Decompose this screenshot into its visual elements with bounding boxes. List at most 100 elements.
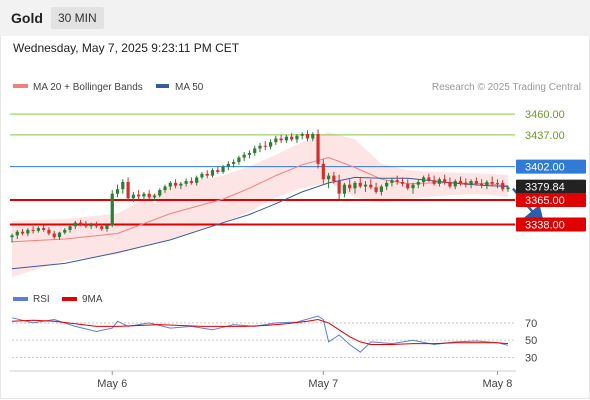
candle-body bbox=[337, 181, 341, 194]
level-badge-3338-00 bbox=[516, 217, 586, 232]
candle bbox=[495, 179, 500, 189]
candle-body bbox=[311, 134, 315, 139]
candle-body bbox=[205, 173, 209, 176]
candle bbox=[284, 134, 288, 144]
candle-body bbox=[57, 232, 62, 238]
header-bar: Gold 30 MIN bbox=[0, 0, 590, 36]
candle bbox=[179, 181, 183, 190]
candle bbox=[168, 181, 172, 191]
candle bbox=[31, 226, 35, 234]
candle bbox=[305, 130, 310, 142]
candle-body bbox=[163, 186, 167, 191]
candle-body bbox=[147, 193, 151, 198]
candle-body bbox=[348, 184, 352, 189]
timeframe-badge[interactable]: 30 MIN bbox=[51, 7, 104, 29]
candle-body bbox=[363, 184, 368, 187]
candle bbox=[427, 173, 431, 182]
candle-body bbox=[390, 180, 394, 183]
candle bbox=[195, 175, 199, 186]
candle-body bbox=[253, 148, 257, 153]
candle bbox=[163, 184, 167, 193]
candle-body bbox=[31, 229, 35, 231]
candle-body bbox=[15, 231, 19, 236]
candle bbox=[416, 179, 420, 189]
ma20-legend-swatch bbox=[13, 84, 28, 88]
candle-body bbox=[443, 179, 447, 182]
candle-body bbox=[506, 187, 510, 190]
candle-body bbox=[115, 189, 120, 194]
candle-body bbox=[137, 194, 141, 197]
level-badge-3365-00 bbox=[516, 193, 586, 208]
candle bbox=[501, 180, 505, 191]
candle bbox=[100, 223, 104, 231]
candle bbox=[68, 224, 72, 233]
bollinger-band bbox=[12, 132, 508, 277]
x-tick-label: May 8 bbox=[482, 378, 512, 390]
candle bbox=[411, 182, 415, 194]
candle-body bbox=[385, 182, 389, 187]
candle bbox=[158, 188, 162, 198]
candle-body bbox=[110, 193, 114, 226]
candle-body bbox=[358, 182, 362, 187]
candle-body bbox=[369, 184, 373, 188]
candle bbox=[358, 177, 362, 189]
candle-body bbox=[279, 138, 283, 141]
candle bbox=[152, 193, 157, 201]
candle bbox=[147, 190, 151, 200]
candle-body bbox=[274, 138, 278, 143]
ma50-legend-label: MA 50 bbox=[175, 82, 204, 93]
candle bbox=[10, 233, 14, 243]
candle-body bbox=[258, 145, 262, 149]
x-tick-label: May 7 bbox=[308, 378, 338, 390]
candle bbox=[94, 221, 99, 229]
candle-body bbox=[316, 134, 320, 164]
moving-averages bbox=[11, 156, 509, 270]
candle-body bbox=[52, 233, 56, 238]
candle-body bbox=[226, 163, 230, 167]
candle bbox=[390, 177, 394, 187]
candle-body bbox=[469, 181, 473, 185]
candle-body bbox=[305, 134, 310, 139]
candle-body bbox=[184, 181, 188, 184]
candle bbox=[36, 226, 40, 233]
candle-body bbox=[78, 222, 83, 225]
candlesticks bbox=[10, 129, 510, 243]
ma50-legend-swatch bbox=[156, 84, 169, 88]
candle bbox=[453, 179, 457, 190]
candle-body bbox=[485, 181, 489, 186]
candle bbox=[131, 191, 135, 202]
candle bbox=[137, 190, 141, 200]
candle bbox=[400, 177, 405, 187]
price-legend: MA 20 + Bollinger Bands MA 50 Research ©… bbox=[13, 82, 581, 93]
candle bbox=[15, 229, 19, 239]
candle-body bbox=[421, 177, 426, 182]
candle bbox=[311, 132, 315, 142]
candle bbox=[385, 180, 389, 191]
candle bbox=[437, 177, 442, 187]
candle-body bbox=[416, 181, 420, 185]
candle bbox=[173, 179, 178, 189]
candle bbox=[42, 225, 46, 232]
candle bbox=[263, 141, 267, 151]
candle-body bbox=[495, 182, 500, 184]
candle-body bbox=[480, 183, 484, 186]
candle-body bbox=[126, 181, 130, 199]
candle-body bbox=[432, 180, 436, 184]
candle bbox=[448, 177, 452, 189]
candle bbox=[432, 175, 436, 186]
candle-body bbox=[490, 181, 494, 184]
candle bbox=[348, 179, 352, 192]
candle bbox=[268, 139, 273, 150]
rsi-series-9ma-line bbox=[11, 318, 509, 345]
candle-body bbox=[474, 181, 478, 184]
candle bbox=[369, 179, 373, 190]
candle bbox=[242, 152, 246, 162]
candle-body bbox=[158, 190, 162, 196]
candle-body bbox=[374, 187, 378, 192]
candle-body bbox=[200, 173, 204, 178]
candle bbox=[52, 230, 56, 239]
candle-body bbox=[411, 184, 415, 189]
candle bbox=[279, 134, 283, 144]
candle bbox=[474, 177, 478, 186]
